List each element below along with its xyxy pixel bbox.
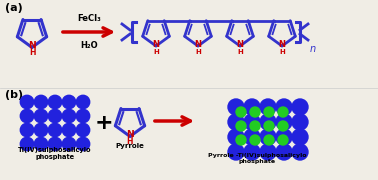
Text: H: H: [127, 137, 133, 146]
Circle shape: [260, 99, 276, 115]
Circle shape: [250, 121, 260, 131]
Circle shape: [48, 95, 62, 109]
Circle shape: [244, 144, 260, 160]
Circle shape: [62, 137, 76, 151]
Circle shape: [48, 137, 62, 151]
Circle shape: [20, 95, 34, 109]
Circle shape: [34, 109, 48, 123]
Circle shape: [76, 109, 90, 123]
Text: Pyrrole: Pyrrole: [116, 143, 144, 149]
Circle shape: [260, 144, 276, 160]
Circle shape: [228, 144, 244, 160]
Circle shape: [48, 123, 62, 137]
Circle shape: [244, 114, 260, 130]
Text: H: H: [153, 49, 159, 55]
Circle shape: [250, 107, 260, 117]
Text: (b): (b): [5, 90, 23, 100]
Circle shape: [264, 135, 274, 145]
Circle shape: [228, 99, 244, 115]
Text: n: n: [310, 44, 316, 54]
Text: H: H: [195, 49, 201, 55]
Circle shape: [62, 95, 76, 109]
Circle shape: [20, 109, 34, 123]
Circle shape: [244, 129, 260, 145]
Circle shape: [76, 123, 90, 137]
Circle shape: [292, 114, 308, 130]
Circle shape: [236, 121, 246, 131]
Circle shape: [244, 99, 260, 115]
Circle shape: [264, 107, 274, 117]
Circle shape: [34, 95, 48, 109]
Circle shape: [292, 144, 308, 160]
Circle shape: [20, 137, 34, 151]
Circle shape: [48, 109, 62, 123]
Circle shape: [276, 114, 292, 130]
Circle shape: [34, 123, 48, 137]
Text: N: N: [237, 39, 243, 48]
Circle shape: [276, 144, 292, 160]
Circle shape: [260, 129, 276, 145]
Circle shape: [76, 137, 90, 151]
Text: H₂O: H₂O: [80, 41, 98, 50]
Text: N: N: [126, 130, 134, 139]
Circle shape: [276, 129, 292, 145]
Circle shape: [278, 135, 288, 145]
Circle shape: [276, 99, 292, 115]
Circle shape: [62, 109, 76, 123]
Text: H: H: [237, 49, 243, 55]
Circle shape: [250, 135, 260, 145]
Text: H: H: [279, 49, 285, 55]
Circle shape: [236, 135, 246, 145]
Text: +: +: [94, 113, 113, 133]
Text: N: N: [195, 39, 201, 48]
Circle shape: [34, 137, 48, 151]
Circle shape: [20, 123, 34, 137]
Text: Pyrrole -Ti(IV)sulphosalicylo
phosphate: Pyrrole -Ti(IV)sulphosalicylo phosphate: [208, 153, 306, 164]
Text: FeCl₃: FeCl₃: [77, 14, 101, 23]
Circle shape: [62, 123, 76, 137]
Circle shape: [292, 99, 308, 115]
Circle shape: [236, 107, 246, 117]
Text: N: N: [28, 41, 36, 50]
Text: H: H: [29, 48, 35, 57]
Circle shape: [278, 107, 288, 117]
Text: Ti(IV)sulphosalicylo
phosphate: Ti(IV)sulphosalicylo phosphate: [18, 147, 92, 160]
Text: N: N: [279, 39, 285, 48]
Circle shape: [278, 121, 288, 131]
Circle shape: [228, 114, 244, 130]
Text: N: N: [152, 39, 160, 48]
Circle shape: [76, 95, 90, 109]
Text: (a): (a): [5, 3, 23, 13]
Circle shape: [264, 121, 274, 131]
Circle shape: [292, 129, 308, 145]
Circle shape: [228, 129, 244, 145]
Circle shape: [260, 114, 276, 130]
